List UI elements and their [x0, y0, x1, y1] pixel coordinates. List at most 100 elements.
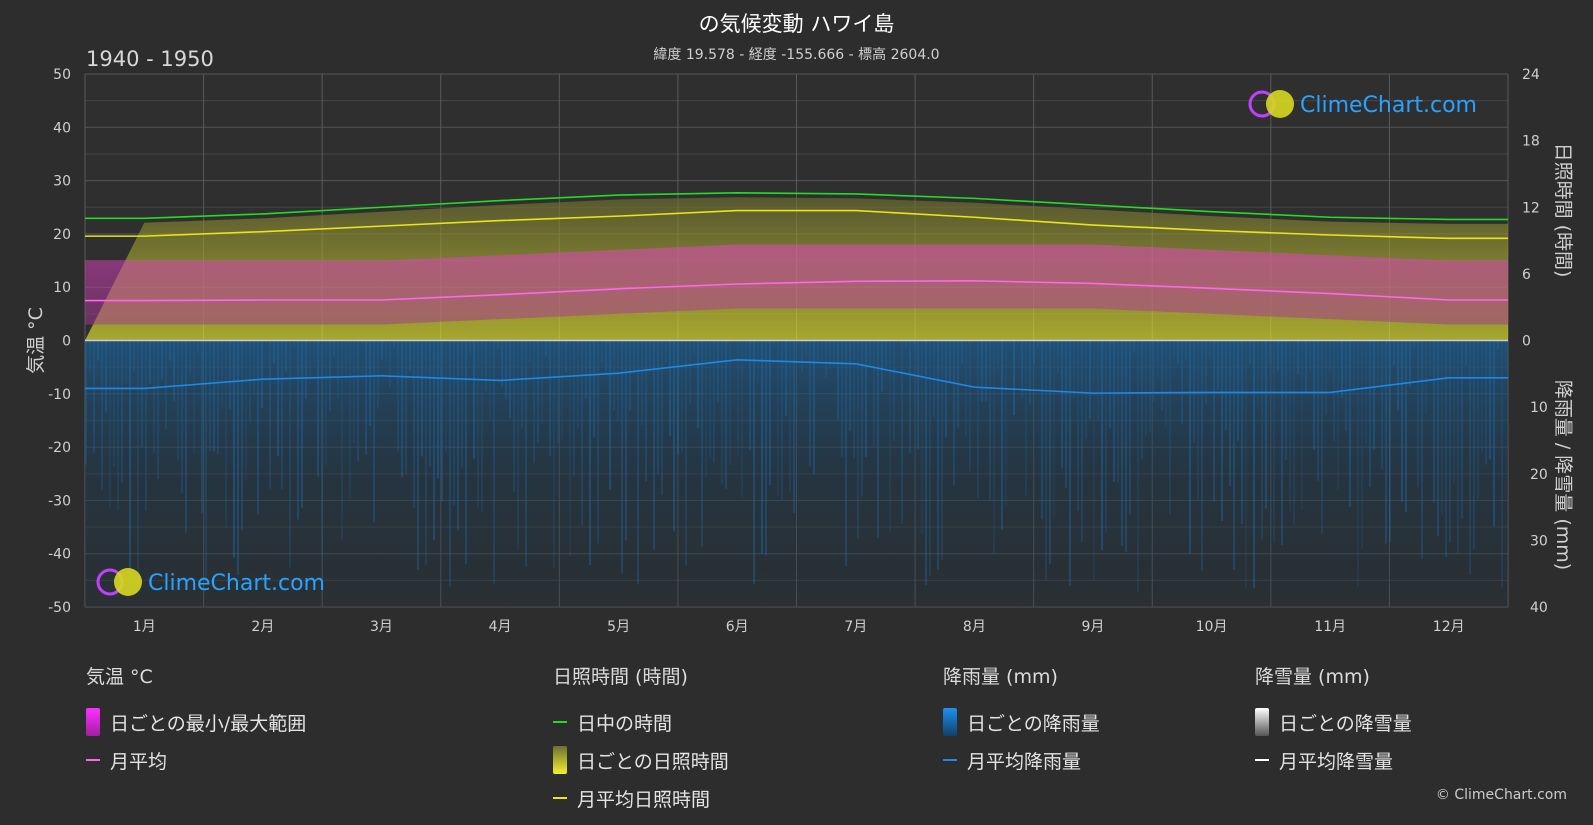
sun-mean-swatch — [553, 797, 567, 799]
legend-snow-title: 降雪量 (mm) — [1255, 666, 1370, 688]
rain-streak — [153, 340, 155, 454]
sun-daily-swatch — [553, 746, 567, 774]
rain-streak — [953, 340, 955, 486]
left-tick-label: 10 — [53, 280, 71, 296]
rain-streak — [1053, 340, 1055, 519]
rain-streak — [1485, 340, 1487, 465]
rain-streak — [945, 340, 947, 438]
rain-streak — [1425, 340, 1427, 415]
rain-streak — [1141, 340, 1143, 460]
rain-streak — [253, 340, 255, 395]
left-tick-label: -20 — [48, 440, 71, 456]
rain-streak — [97, 340, 99, 361]
rain-streak — [681, 340, 683, 453]
rain-streak — [961, 340, 963, 364]
legend-sun-title: 日照時間 (時間) — [553, 666, 688, 688]
rain-streak — [1125, 340, 1127, 552]
right-sun-tick-label: 6 — [1522, 267, 1531, 283]
rain-streak — [265, 340, 267, 343]
rain-streak — [829, 340, 831, 370]
month-label: 11月 — [1314, 619, 1346, 635]
rain-streak — [541, 340, 543, 425]
legend-temp-mean-label: 月平均 — [110, 750, 168, 773]
rain-streak — [1201, 340, 1203, 571]
rain-streak — [1041, 340, 1043, 520]
rain-streak — [845, 340, 847, 567]
rain-streak — [1181, 340, 1183, 424]
rain-streak — [629, 340, 631, 411]
rain-streak — [841, 340, 843, 457]
rain-streak — [757, 340, 759, 383]
rain-streak — [1101, 340, 1103, 551]
right-sun-tick-label: 0 — [1522, 334, 1531, 350]
rain-streak — [745, 340, 747, 363]
rain-streak — [305, 340, 307, 399]
rain-streak — [1489, 340, 1491, 460]
rain-streak — [1081, 340, 1083, 543]
rain-streak — [533, 340, 535, 464]
rain-streak — [169, 340, 171, 361]
rain-streak — [241, 340, 243, 530]
rain-streak — [221, 340, 223, 408]
rain-streak — [325, 340, 327, 466]
rain-streak — [553, 340, 555, 569]
month-label: 1月 — [133, 619, 156, 635]
rain-streak — [613, 340, 615, 411]
rain-streak — [157, 340, 159, 479]
legend-temp-range-label: 日ごとの最小/最大範囲 — [110, 712, 307, 735]
rain-streak — [789, 340, 791, 492]
rain-streak — [1413, 340, 1415, 347]
rain-streak — [1077, 340, 1079, 512]
rain-streak — [257, 340, 259, 515]
rain-streak — [1149, 340, 1151, 432]
rain-streak — [1381, 340, 1383, 470]
rain-streak — [1421, 340, 1423, 559]
logo-bottom-left: ClimeChart.com — [96, 568, 325, 596]
rain-streak — [853, 340, 855, 459]
rain-streak — [725, 340, 727, 489]
rain-streak — [565, 340, 567, 373]
rain-streak — [1245, 340, 1247, 589]
daily-rain-streaks — [85, 340, 1507, 592]
right-rain-tick-label: 30 — [1530, 533, 1548, 549]
rain-streak — [605, 340, 607, 375]
rain-streak — [469, 340, 471, 354]
rain-streak — [113, 340, 115, 467]
rain-streak — [885, 340, 887, 367]
rain-streak — [405, 340, 407, 475]
rain-streak — [1237, 340, 1239, 441]
rain-streak — [857, 340, 859, 539]
rain-streak — [341, 340, 343, 541]
rain-streak — [233, 340, 235, 558]
rain-streak — [1249, 340, 1251, 365]
rain-streak — [417, 340, 419, 570]
rain-streak — [1153, 340, 1155, 402]
rain-streak — [477, 340, 479, 508]
rain-streak — [997, 340, 999, 375]
legend-rain-daily-label: 日ごとの降雨量 — [967, 712, 1100, 735]
rain-streak — [1405, 340, 1407, 512]
rain-streak — [1437, 340, 1439, 536]
rain-streak — [1289, 340, 1291, 512]
rain-streak — [297, 340, 299, 520]
rain-streak — [1397, 340, 1399, 411]
rain-streak — [337, 340, 339, 399]
rain-streak — [1465, 340, 1467, 366]
legend-temp-title: 気温 °C — [86, 666, 153, 688]
rain-streak — [1337, 340, 1339, 491]
left-tick-label: -50 — [48, 600, 71, 616]
rain-streak — [209, 340, 211, 452]
rain-streak — [373, 340, 375, 523]
rain-streak — [673, 340, 675, 532]
rain-streak — [765, 340, 767, 556]
legend-snow-daily-label: 日ごとの降雪量 — [1279, 712, 1412, 735]
rain-streak — [273, 340, 275, 364]
rain-streak — [849, 340, 851, 431]
rain-streak — [109, 340, 111, 507]
rain-streak — [321, 340, 323, 554]
rain-streak — [1429, 340, 1431, 376]
rain-streak — [485, 340, 487, 392]
rain-streak — [1393, 340, 1395, 366]
rain-mean-line — [85, 359, 1508, 394]
legend-daylight: 日中の時間 — [553, 703, 729, 741]
